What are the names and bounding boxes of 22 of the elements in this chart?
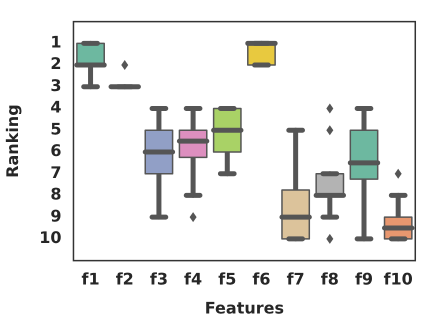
y-tick-label: 8 [50,184,62,204]
y-tick-label: 5 [50,119,62,138]
x-tick-label: f6 [252,269,271,288]
y-axis-title: Ranking [2,104,22,178]
x-tick-label: f4 [184,269,202,288]
y-tick-label: 3 [50,76,62,95]
x-tick-label: f10 [384,269,413,288]
x-tick-label: f3 [150,269,168,288]
x-axis-title: Features [204,298,284,318]
y-tick-label: 10 [39,228,62,248]
y-tick-label: 2 [50,54,62,74]
y-tick-label: 9 [50,206,62,226]
y-tick-label: 4 [50,98,62,117]
x-tick-label: f1 [82,269,100,288]
y-tick-label: 7 [50,162,62,182]
x-tick-label: f2 [116,269,134,288]
y-tick-label: 1 [50,32,62,52]
x-tick-label: f9 [354,269,374,288]
x-tick-label: f8 [320,269,339,288]
x-tick-label: f7 [286,269,305,288]
y-tick-label: 6 [50,141,62,160]
x-tick-label: f5 [218,269,236,288]
